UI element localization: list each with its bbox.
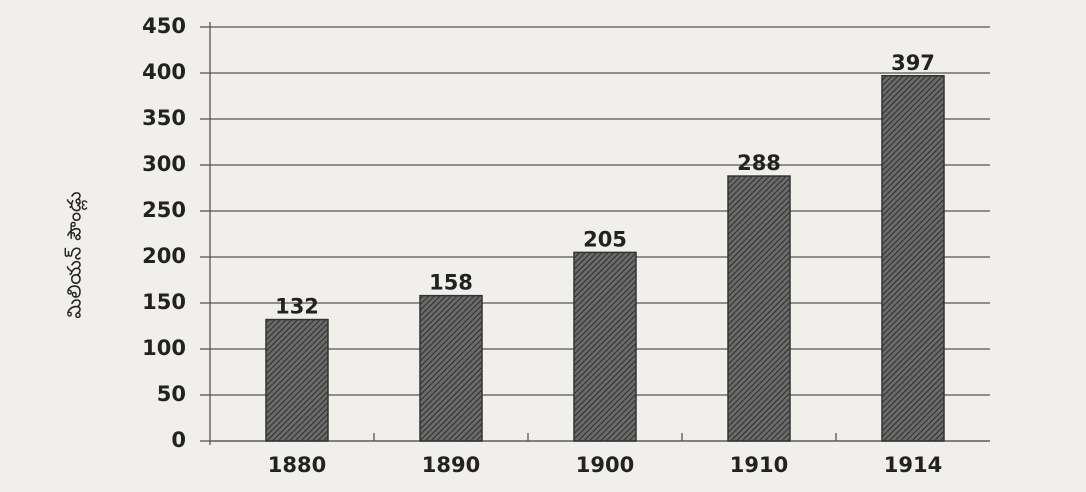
bar: [420, 296, 482, 441]
x-tick-label: 1914: [884, 453, 942, 477]
y-tick-label: 350: [142, 106, 186, 130]
y-tick-label: 400: [142, 60, 186, 84]
y-axis-label: మిలియన్ పౌండ్లు: [64, 191, 89, 318]
y-tick-label: 300: [142, 152, 186, 176]
y-tick-label: 250: [142, 198, 186, 222]
y-tick-label: 0: [171, 428, 186, 452]
y-tick-label: 50: [157, 382, 186, 406]
bar: [574, 252, 636, 441]
y-tick-label: 450: [142, 14, 186, 38]
value-label: 397: [891, 51, 935, 75]
y-tick-label: 150: [142, 290, 186, 314]
x-tick-label: 1890: [422, 453, 480, 477]
value-label: 132: [275, 295, 319, 319]
bar: [728, 176, 790, 441]
value-label: 158: [429, 271, 473, 295]
bar: [882, 76, 944, 441]
value-label: 288: [737, 151, 781, 175]
chart: మిలియన్ పౌండ్లు 0 50 100 150 200 250 300 350 400…: [0, 0, 1086, 492]
y-tick-label: 200: [142, 244, 186, 268]
y-tick-label: 100: [142, 336, 186, 360]
x-tick-label: 1880: [268, 453, 326, 477]
x-tick-label: 1900: [576, 453, 634, 477]
bar: [266, 320, 328, 441]
value-label: 205: [583, 227, 627, 251]
x-tick-label: 1910: [730, 453, 788, 477]
